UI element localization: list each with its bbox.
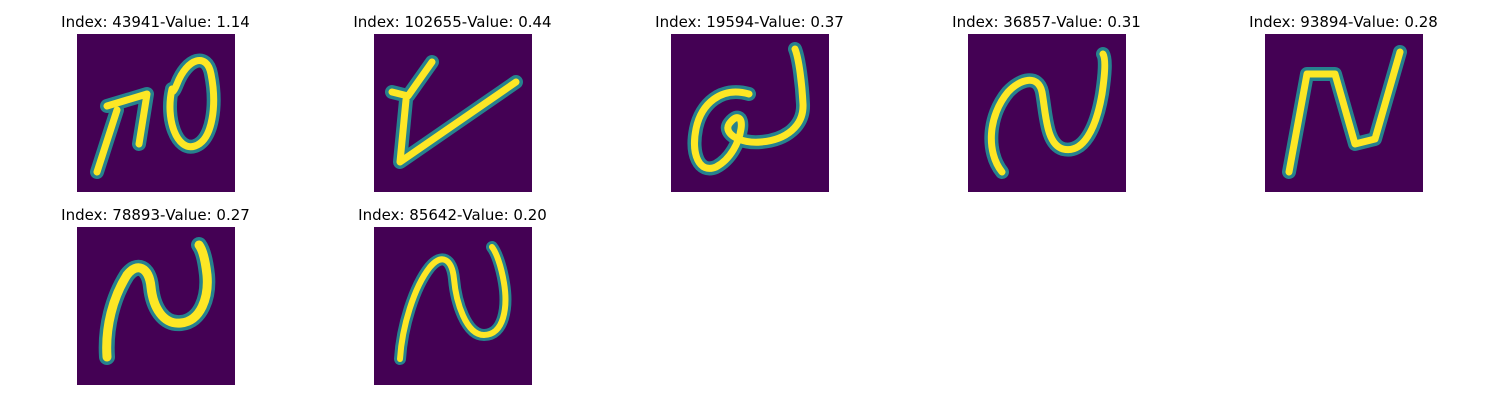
- value-label: Value: 0.20: [462, 206, 547, 224]
- image-panel: Index: 19594 - Value: 0.37: [601, 12, 898, 192]
- index-label: Index: 43941: [61, 13, 160, 31]
- image-panel: Index: 93894 - Value: 0.28: [1195, 12, 1492, 192]
- glyph-stroke: [687, 42, 810, 176]
- digit-image: [77, 34, 235, 192]
- panel-title: Index: 43941 - Value: 1.14: [7, 12, 304, 32]
- value-label: Value: 1.14: [165, 13, 250, 31]
- panel-title: Index: 19594 - Value: 0.37: [601, 12, 898, 32]
- panel-title: Index: 93894 - Value: 0.28: [1195, 12, 1492, 32]
- value-label: Value: 0.37: [759, 13, 844, 31]
- index-label: Index: 78893: [61, 206, 160, 224]
- index-label: Index: 102655: [353, 13, 462, 31]
- image-panel: Index: 102655 - Value: 0.44: [304, 12, 601, 192]
- glyph-stroke: [98, 237, 216, 365]
- image-panel: Index: 85642 - Value: 0.20: [304, 205, 601, 385]
- index-label: Index: 93894: [1249, 13, 1348, 31]
- index-label: Index: 85642: [358, 206, 457, 224]
- title-separator: -: [461, 13, 468, 31]
- panel-title: Index: 78893 - Value: 0.27: [7, 205, 304, 225]
- panel-title: Index: 36857 - Value: 0.31: [898, 12, 1195, 32]
- glyph-stroke: [90, 53, 221, 179]
- digit-image: [1265, 34, 1423, 192]
- glyph-stroke: [385, 55, 523, 169]
- value-label: Value: 0.31: [1056, 13, 1141, 31]
- digit-image: [671, 34, 829, 192]
- panel-title: Index: 85642 - Value: 0.20: [304, 205, 601, 225]
- glyph-stroke: [1282, 45, 1407, 179]
- glyph-stroke: [984, 47, 1112, 179]
- value-label: Value: 0.28: [1353, 13, 1438, 31]
- digit-image: [374, 34, 532, 192]
- panel-title: Index: 102655 - Value: 0.44: [304, 12, 601, 32]
- index-label: Index: 36857: [952, 13, 1051, 31]
- digit-image: [374, 227, 532, 385]
- title-separator: -: [160, 206, 166, 224]
- value-label: Value: 0.44: [467, 13, 552, 31]
- image-panel: Index: 78893 - Value: 0.27: [7, 205, 304, 385]
- image-panel: Index: 36857 - Value: 0.31: [898, 12, 1195, 192]
- title-separator: -: [1348, 13, 1354, 31]
- title-separator: -: [457, 206, 463, 224]
- title-separator: -: [1051, 13, 1057, 31]
- title-separator: -: [160, 13, 166, 31]
- title-separator: -: [754, 13, 760, 31]
- digit-image: [77, 227, 235, 385]
- value-label: Value: 0.27: [165, 206, 250, 224]
- digit-image: [968, 34, 1126, 192]
- index-label: Index: 19594: [655, 13, 754, 31]
- glyph-stroke: [394, 241, 512, 365]
- image-panel: Index: 43941 - Value: 1.14: [7, 12, 304, 192]
